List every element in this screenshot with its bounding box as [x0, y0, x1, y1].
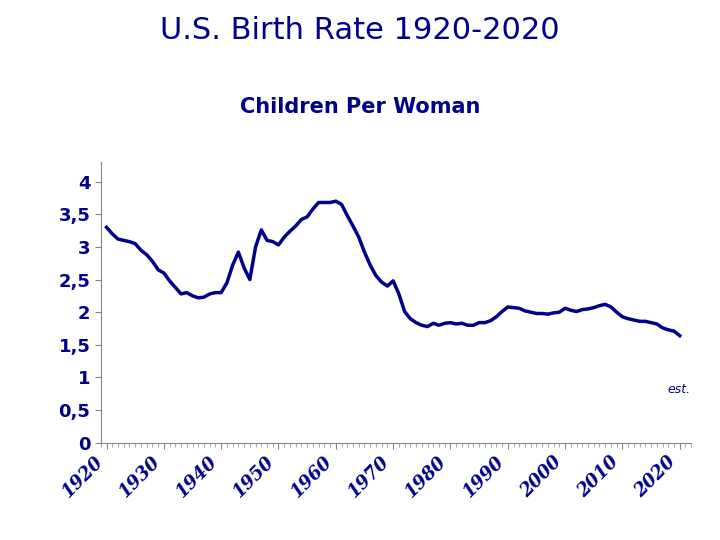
Text: est.: est. — [667, 383, 690, 396]
Text: U.S. Birth Rate 1920-2020: U.S. Birth Rate 1920-2020 — [160, 16, 560, 45]
Text: Children Per Woman: Children Per Woman — [240, 97, 480, 117]
